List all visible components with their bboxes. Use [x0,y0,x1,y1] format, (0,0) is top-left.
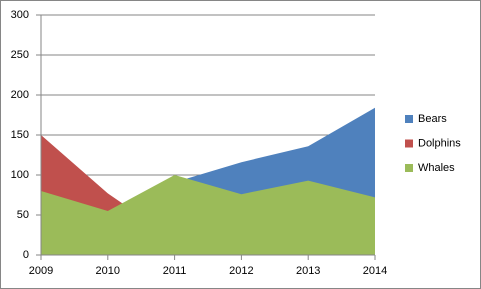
legend-swatch [405,115,413,123]
legend-label: Whales [418,162,455,174]
x-tick-label: 2013 [296,265,320,277]
y-tick-label: 100 [11,169,29,181]
legend-label: Dolphins [418,137,461,149]
x-tick-label: 2009 [29,265,53,277]
y-tick-label: 250 [11,49,29,61]
y-tick-label: 300 [11,9,29,21]
legend-label: Bears [418,113,447,125]
area [41,175,375,255]
y-tick-label: 50 [17,209,29,221]
y-tick-label: 200 [11,89,29,101]
y-tick-label: 150 [11,129,29,141]
x-tick-label: 2014 [363,265,387,277]
x-tick-label: 2011 [163,265,187,277]
x-tick-label: 2010 [96,265,120,277]
legend-swatch [405,139,413,148]
legend-swatch [405,164,413,172]
y-tick-label: 0 [23,249,29,261]
x-tick-label: 2012 [229,265,253,277]
